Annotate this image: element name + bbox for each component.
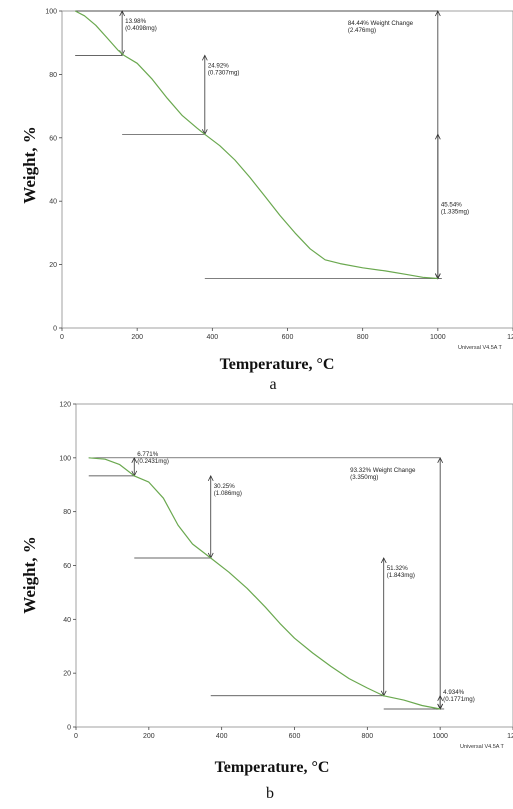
x-tick-label: 1000	[432, 733, 448, 740]
annotation-label: 24.92%	[208, 62, 229, 69]
annotation-label: (0.2431mg)	[137, 458, 169, 465]
annotation-label: 45.54%	[441, 201, 462, 208]
y-tick-label: 20	[49, 262, 57, 269]
arrow-head-up	[437, 456, 444, 464]
y-tick-label: 60	[49, 135, 57, 142]
x-tick-label: 800	[361, 733, 373, 740]
annotation: 51.32%(1.843mg)	[210, 557, 415, 697]
annotation: 6.771%(0.2431mg)	[88, 451, 169, 477]
annotation-label: (0.7307mg)	[208, 69, 240, 76]
tga-chart-b: 020040060080010001200204060801001206.771…	[59, 402, 513, 740]
annotation-label: (1.335mg)	[441, 208, 469, 215]
x-tick-label: 200	[143, 733, 155, 740]
annotation: 84.44% Weight Change(2.476mg)	[75, 10, 442, 280]
arrow-head-down	[434, 273, 441, 280]
y-tick-label: 0	[53, 326, 57, 333]
tga-chart-a: 0200400600800100012002040608010013.98%(0…	[45, 9, 513, 341]
annotation: 93.32% Weight Change(3.350mg)	[88, 456, 445, 710]
annotation-label: 51.32%	[387, 565, 408, 572]
arrow-head-up	[380, 557, 387, 564]
annotation-label: 4.934%	[443, 689, 464, 696]
x-tick-label: 400	[216, 733, 228, 740]
annotation: 30.25%(1.086mg)	[134, 474, 242, 559]
x-tick-label: 1000	[430, 334, 446, 341]
x-tick-label: 600	[282, 334, 294, 341]
y-axis-label: Weight, %	[20, 536, 39, 614]
panel-b: 020040060080010001200204060801001206.771…	[0, 400, 513, 809]
annotation-label: (1.843mg)	[387, 572, 415, 579]
y-tick-label: 60	[63, 563, 71, 570]
x-axis-label: Temperature, °C	[214, 759, 330, 776]
x-tick-label: 400	[206, 334, 218, 341]
annotation-label: (0.1771mg)	[443, 696, 475, 703]
arrow-head-up	[207, 474, 214, 482]
annotation-label: 84.44% Weight Change	[348, 20, 414, 27]
annotation: 45.54%(1.335mg)	[204, 133, 469, 280]
y-tick-label: 20	[63, 671, 71, 678]
y-tick-label: 0	[67, 725, 71, 732]
weight-curve	[74, 10, 438, 280]
annotation-label: (1.086mg)	[214, 490, 242, 497]
annotation-label: (2.476mg)	[348, 27, 376, 34]
y-tick-label: 80	[63, 509, 71, 516]
annotation: 24.92%(0.7307mg)	[122, 54, 240, 136]
y-tick-label: 40	[63, 617, 71, 624]
y-axis-label: Weight, %	[20, 126, 39, 204]
x-tick-label: 0	[60, 334, 64, 341]
annotation-label: (0.4098mg)	[125, 25, 157, 32]
y-tick-label: 100	[59, 455, 71, 462]
x-tick-label: 800	[357, 334, 369, 341]
y-tick-label: 120	[59, 402, 71, 409]
x-tick-label: 120	[507, 334, 513, 341]
panel-label: a	[269, 376, 277, 393]
annotation-label: 6.771%	[137, 451, 158, 458]
weight-curve	[88, 457, 441, 710]
annotation-label: 93.32% Weight Change	[350, 467, 416, 474]
annotation-label: (3.350mg)	[350, 474, 378, 481]
watermark: Universal V4.5A T	[460, 744, 504, 750]
x-tick-label: 600	[289, 733, 301, 740]
annotation-label: 30.25%	[214, 483, 235, 490]
watermark: Universal V4.5A T	[458, 345, 502, 351]
annotation: 13.98%(0.4098mg)	[75, 10, 157, 57]
x-tick-label: 120	[507, 733, 513, 740]
y-tick-label: 40	[49, 199, 57, 206]
y-tick-label: 80	[49, 72, 57, 79]
y-tick-label: 100	[45, 9, 57, 16]
annotation-label: 13.98%	[125, 18, 146, 25]
x-tick-label: 200	[131, 334, 143, 341]
arrow-head-up	[201, 54, 208, 61]
x-axis-label: Temperature, °C	[219, 356, 335, 373]
x-tick-label: 0	[74, 733, 78, 740]
panel-label: b	[266, 785, 274, 802]
arrow-head-up	[434, 10, 441, 17]
panel-a: 0200400600800100012002040608010013.98%(0…	[0, 0, 513, 400]
